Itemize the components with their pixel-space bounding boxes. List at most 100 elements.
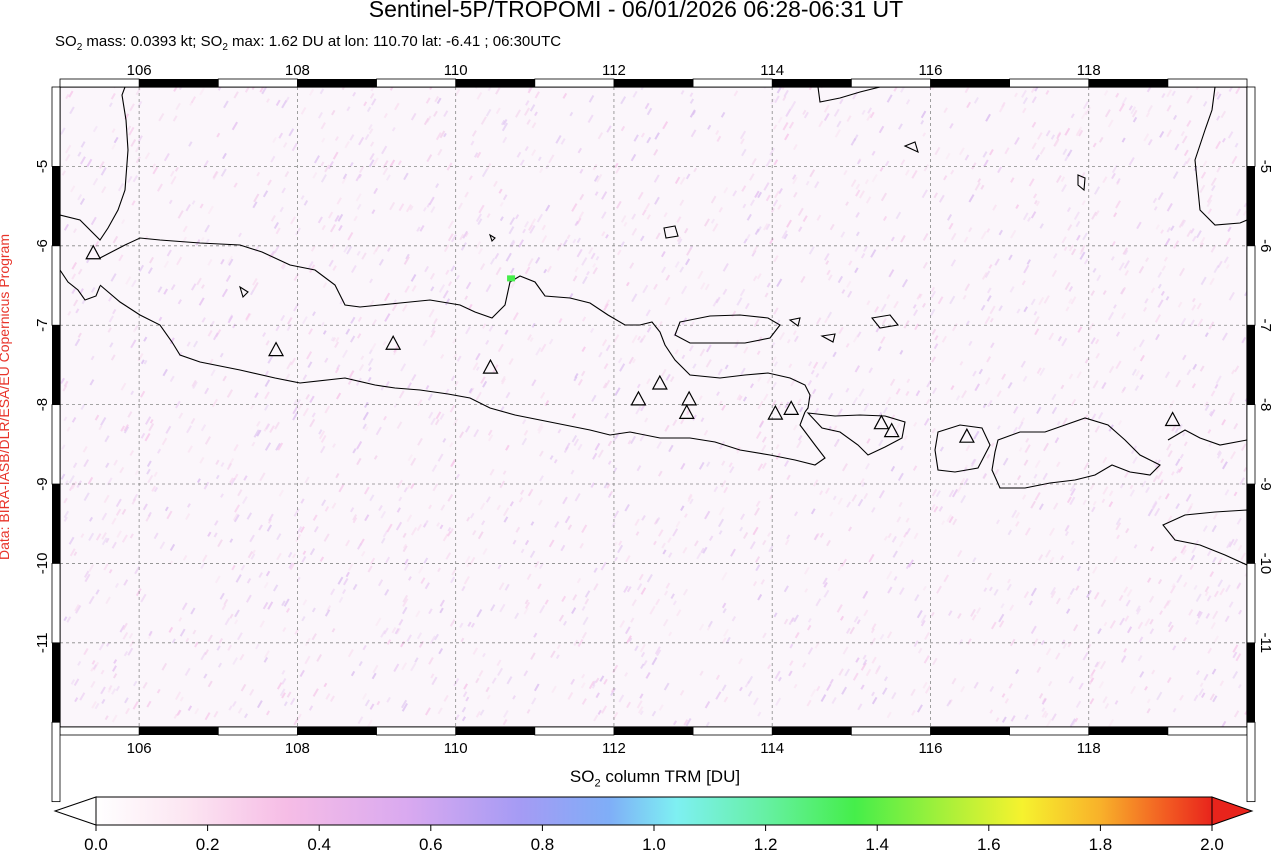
noise-pixel [885,396,892,405]
noise-pixel [1229,392,1236,401]
noise-pixel [819,490,824,496]
noise-pixel [1186,369,1192,376]
noise-pixel [350,507,355,513]
noise-pixel [524,601,531,609]
noise-pixel [411,285,417,292]
noise-pixel [820,694,827,702]
noise-pixel [1068,286,1074,292]
noise-pixel [1082,651,1089,661]
noise-pixel [644,102,650,110]
noise-pixel [499,603,506,613]
noise-pixel [1207,647,1212,654]
noise-pixel [569,111,574,117]
noise-pixel [1001,716,1007,723]
noise-pixel [456,355,462,362]
noise-pixel [436,522,441,527]
noise-pixel [401,702,408,712]
noise-pixel [1216,93,1222,100]
noise-pixel [843,169,848,176]
noise-pixel [1155,224,1160,230]
summary-max: max: 1.62 DU at lon: 110.70 lat: -6.41 ;… [227,33,562,50]
noise-pixel [1235,653,1242,662]
noise-pixel [233,444,239,452]
noise-pixel [570,678,576,685]
noise-pixel [497,564,502,570]
noise-pixel [663,590,669,596]
noise-pixel [693,167,698,173]
noise-pixel [871,691,875,697]
noise-pixel [561,595,567,602]
noise-pixel [823,112,830,122]
noise-pixel [447,526,452,532]
noise-pixel [1212,695,1218,703]
noise-pixel [1214,383,1219,389]
noise-pixel [794,632,800,639]
noise-pixel [699,670,704,676]
noise-pixel [164,506,169,512]
noise-pixel [606,125,612,133]
java-south-coast [99,284,826,466]
noise-pixel [371,672,377,680]
noise-pixel [293,718,299,726]
noise-pixel [451,234,457,243]
noise-pixel [252,282,259,291]
noise-pixel [286,607,291,613]
noise-pixel [1236,582,1242,589]
noise-pixel [383,415,387,421]
noise-pixel [67,310,72,316]
noise-pixel [434,419,440,426]
noise-pixel [572,275,578,282]
noise-pixel [593,567,598,573]
noise-pixel [299,526,305,533]
noise-pixel [653,148,659,156]
noise-pixel [482,548,488,555]
noise-pixel [387,247,391,252]
noise-pixel [143,359,148,365]
noise-pixel [75,604,82,614]
noise-pixel [1124,615,1130,622]
noise-pixel [963,236,969,243]
noise-pixel [572,594,578,601]
noise-pixel [965,320,970,326]
noise-pixel [878,125,885,134]
frame-bar-lat-light [51,563,61,644]
noise-pixel [1123,260,1130,269]
noise-pixel [118,254,124,262]
noise-pixel [723,696,729,703]
lon-tick-top: 108 [285,62,310,79]
noise-pixel [753,318,760,328]
noise-pixel [355,377,362,387]
noise-pixel [1038,503,1044,511]
noise-pixel [577,443,583,451]
noise-pixel [301,615,306,622]
noise-pixel [391,126,396,132]
noise-pixel [428,411,434,419]
noise-pixel [562,496,568,505]
noise-pixel [220,168,227,177]
noise-pixel [1022,97,1028,105]
noise-pixel [756,226,762,233]
lon-tick-top: 112 [602,62,626,79]
noise-pixel [588,680,595,690]
noise-pixel [127,647,134,656]
noise-pixel [267,601,274,610]
noise-pixel [1045,129,1051,137]
noise-pixel [641,514,646,521]
noise-pixel [594,442,601,451]
noise-pixel [1038,296,1045,306]
noise-pixel [832,495,837,501]
noise-pixel [596,173,603,183]
noise-pixel [246,512,253,520]
noise-pixel [607,493,612,498]
noise-pixel [404,285,410,293]
noise-pixel [639,710,644,716]
noise-pixel [263,581,269,589]
noise-pixel [443,132,447,138]
noise-pixel [123,424,129,432]
noise-pixel [524,221,530,228]
noise-pixel [704,510,711,520]
noise-pixel [1092,566,1098,574]
noise-pixel [895,211,902,220]
noise-pixel [472,362,479,371]
noise-pixel [860,252,866,259]
